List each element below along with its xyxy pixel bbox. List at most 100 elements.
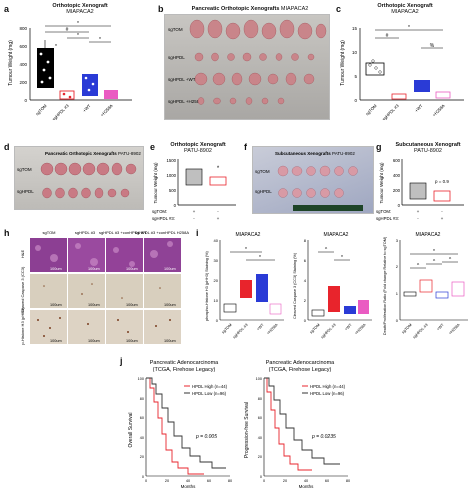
panel-label-d: d xyxy=(4,142,10,152)
panel-i-plot3-title: MIAPACA2 xyxy=(416,232,441,238)
panel-h-row-0: H&E xyxy=(20,250,25,259)
panel-i-plot1-group-2: +WT xyxy=(256,322,265,331)
panel-a-sig-2: * xyxy=(77,33,79,39)
panel-a-sig-0: * xyxy=(77,21,79,27)
panel-e-ytick-0: 0 xyxy=(174,203,177,208)
panel-e-mark-10: - xyxy=(193,216,195,221)
panel-a-group-2: +WT xyxy=(82,103,92,113)
panel-j-plot2-ytick-0: 0 xyxy=(260,475,262,479)
panel-c-sig-2: % xyxy=(430,43,435,49)
panel-i-plot1-title: MIAPACA2 xyxy=(236,232,261,238)
panel-i-plot3-ytick-2: 2 xyxy=(396,264,399,269)
panel-i-plot3-mark-0: ^ xyxy=(417,263,420,269)
panel-i-plot3-ylabel: Death/Proliferation Ratio (Fold change R… xyxy=(383,236,387,335)
panel-j-plot1-ytick-5: 100 xyxy=(138,377,144,381)
panel-label-i: i xyxy=(196,228,199,238)
panel-j-survival-charts: Pancreatic Adenocarcinoma (TCGA, Firehos… xyxy=(128,360,350,489)
panel-h-scale-10: 100um xyxy=(126,339,138,343)
panel-e-ytick-2: 1000 xyxy=(166,173,176,178)
panel-f-title: Subcutaneous Xenografts PATU-8902 xyxy=(275,151,355,156)
panel-j-plot1-ylabel: Overall Survival xyxy=(128,412,134,447)
panel-c-ytick-3: 15 xyxy=(352,26,358,31)
panel-j-plot1-ytick-0: 0 xyxy=(142,475,144,479)
panel-c-ytick-0: 0 xyxy=(354,98,357,103)
panel-j-plot2-xtick-3: 60 xyxy=(325,479,329,483)
panel-i-plot3-box-2 xyxy=(435,291,449,299)
panel-e-title: Orthotopic Xenograft PATU-8902 xyxy=(170,142,226,154)
panel-g-box-sgtom xyxy=(409,182,427,200)
panel-i-plot2-group-2: +WT xyxy=(344,322,353,331)
panel-a-ytick-0: 0 xyxy=(24,98,27,103)
panel-i-plot2-group-0: sgTOM xyxy=(309,323,321,335)
panel-i-plot1-box-1 xyxy=(240,280,252,298)
panel-c-group-3: +H258A xyxy=(431,103,445,117)
panel-a-chart: Tumour Weight (mg) 0 200 400 600 800 * #… xyxy=(8,21,132,120)
panel-c-chart: Tumour Weight (mg) 0 5 10 15 * # % sgTOM… xyxy=(340,25,464,120)
panel-i-plot3-ytick-3: 3 xyxy=(396,238,399,243)
panel-b-title: Pancreatic Orthotopic Xenografts MIAPACA… xyxy=(191,6,309,12)
panel-j-plot1-xtick-2: 40 xyxy=(186,479,190,483)
panel-a-sig-3: * xyxy=(99,37,101,43)
panel-i-plot1-mark-0: * xyxy=(245,247,247,253)
panel-j-plot2-ytick-1: 20 xyxy=(258,455,262,459)
panel-c-group-0: sgTOM xyxy=(365,103,379,117)
panel-j-plot2-ytick-3: 60 xyxy=(258,416,262,420)
panel-i-plot2-group-1: sgHPDL #3 xyxy=(320,323,336,339)
panel-c-ylabel: Tumour Weight (mg) xyxy=(340,40,346,86)
panel-c-box-wt xyxy=(414,80,430,92)
panel-i-plot2-ytick-4: 8 xyxy=(304,238,307,243)
panel-e-xrow-1: sgHPDL #3: xyxy=(152,216,175,221)
panel-g-mark-11: + xyxy=(441,216,444,221)
panel-j-plot2-title: Pancreatic Adenocarcinoma xyxy=(266,360,335,366)
panel-h-scale-5: 100um xyxy=(88,303,100,307)
panel-c-box-sghpdl xyxy=(391,93,407,100)
panel-a-title: Orthotopic Xenograft MIAPACA2 xyxy=(52,3,108,15)
panel-e-ytick-3: 1500 xyxy=(166,158,176,163)
panel-j-plot1-title: Pancreatic Adenocarcinoma xyxy=(150,360,219,366)
panel-j-plot1-xlabel: Months xyxy=(181,484,197,489)
panel-e-mark-01: - xyxy=(217,209,219,214)
panel-j-plot2-curve-low xyxy=(264,377,340,465)
panel-j-plot1-ytick-2: 40 xyxy=(140,436,144,440)
panel-i-plot3-ytick-1: 1 xyxy=(396,291,399,296)
panel-j-plot2-ytick-2: 40 xyxy=(258,436,262,440)
panel-j-plot1-curve-high xyxy=(146,377,204,475)
panel-i-plot2-box-3 xyxy=(358,300,369,314)
panel-e-ylabel: Tumour Weight (mg) xyxy=(153,162,158,204)
panel-e-box-sgtom xyxy=(185,168,203,186)
panel-j-plot1-pvalue: p = 0.005 xyxy=(195,434,217,440)
panel-i-plot2-box-1 xyxy=(328,286,340,312)
panel-e-ytick-1: 500 xyxy=(169,188,177,193)
panel-j-plot1-xtick-3: 60 xyxy=(207,479,211,483)
panel-i-plot2-ylabel: Cleaved Caspase 3 (CC3) Staining (%) xyxy=(293,252,297,319)
panel-g-mark-10: - xyxy=(417,216,419,221)
panel-i-plot3-mark-3: ^ xyxy=(449,257,452,263)
panel-j-plot2-xtick-2: 40 xyxy=(304,479,308,483)
panel-i-plot3-mark-2: * xyxy=(433,249,435,255)
panel-g-box-sghpdl xyxy=(433,190,451,202)
panel-i-plot2-mark-1: * xyxy=(341,255,343,261)
panel-j-legend2-0: HPDL High (n=44) xyxy=(310,384,346,389)
panel-i-plot2-title: MIAPACA2 xyxy=(324,232,349,238)
panel-g-ytick-3: 600 xyxy=(393,158,401,163)
panel-i-plot1-ytick-3: 30 xyxy=(214,258,219,263)
panel-i-plot1-group-1: sgHPDL #3 xyxy=(232,323,248,339)
panel-e-sig: * xyxy=(217,166,220,172)
panel-a-box-h258a xyxy=(104,90,118,99)
panel-i-plot2-ytick-0: 0 xyxy=(304,318,307,323)
panel-j-plot2-ylabel: Progression-free Survival xyxy=(244,402,250,458)
panel-a-box-sgtom xyxy=(37,48,54,88)
panel-h-scale-1: 100um xyxy=(88,267,100,271)
panel-i-plot3-box-1 xyxy=(419,279,433,293)
panel-i-plot1-ylabel: phospho-Histone H3 (pHH3) Staining (%) xyxy=(205,250,209,320)
panel-h-scale-7: 100um xyxy=(164,303,176,307)
panel-label-j: j xyxy=(120,356,123,366)
panel-e-mark-00: + xyxy=(193,209,196,214)
panel-i-plot1-ytick-1: 10 xyxy=(214,298,219,303)
panel-j-plot1-xtick-1: 20 xyxy=(165,479,169,483)
panel-i-plot3-group-0: sgTOM xyxy=(401,323,413,335)
panel-i-plot1-box-3 xyxy=(269,303,282,315)
panel-i-plot2-box-0 xyxy=(311,309,325,317)
panel-f-row-1: sgHPDL xyxy=(255,189,272,194)
panel-g-mark-01: - xyxy=(441,209,443,214)
